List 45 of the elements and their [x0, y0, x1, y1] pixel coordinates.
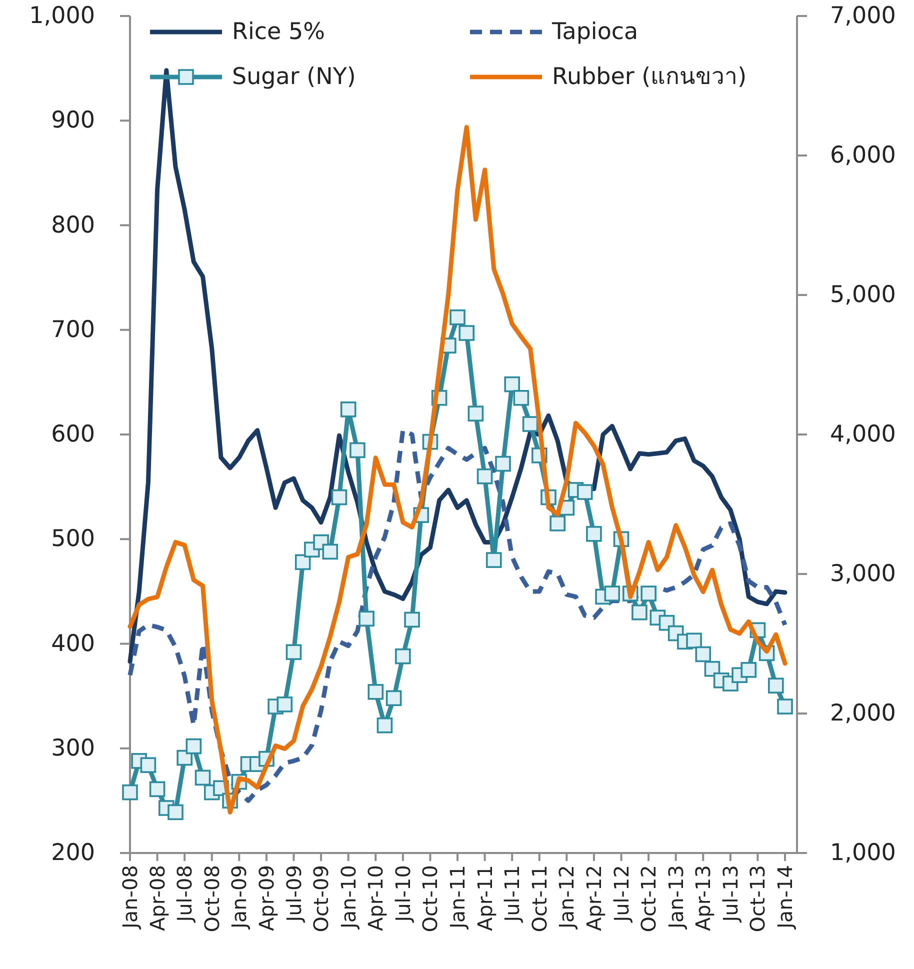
- x-tick-label: Jan-14: [773, 865, 797, 930]
- x-tick-label: Oct-10: [418, 865, 442, 932]
- x-tick-label: Jul-13: [718, 865, 742, 924]
- x-tick-label: Jan-12: [554, 865, 579, 930]
- x-tick-label: Apr-10: [364, 865, 388, 931]
- legend-label: Sugar (NY): [232, 64, 356, 90]
- x-tick-label: Apr-13: [691, 865, 716, 931]
- x-tick-label: Jan-08: [118, 865, 142, 930]
- x-tick-label: Jul-11: [500, 865, 524, 924]
- x-tick-label: Jan-11: [446, 865, 470, 930]
- x-tick-label: Oct-09: [309, 865, 334, 932]
- y-tick-label: 500: [51, 526, 95, 552]
- y-tick-label: 300: [51, 735, 95, 762]
- y-tick-label: 600: [51, 422, 95, 448]
- x-tick-label: Apr-11: [472, 865, 497, 931]
- x-tick-label: Apr-09: [254, 865, 278, 931]
- legend-label: Rice 5%: [232, 19, 325, 45]
- legend-label: Rubber (แกนขวา): [552, 64, 747, 90]
- x-tick-label: Jan-09: [227, 865, 252, 930]
- y-tick-label: 400: [51, 630, 95, 657]
- x-tick-label: Oct-11: [527, 865, 552, 932]
- y2-tick-label: 6,000: [830, 142, 896, 168]
- y-tick-label: 900: [51, 108, 95, 134]
- y2-tick-label: 4,000: [830, 422, 896, 448]
- y-tick-label: 200: [51, 840, 95, 866]
- y2-tick-label: 1,000: [830, 840, 896, 866]
- y-tick-label: 1,000: [29, 3, 95, 29]
- y2-tick-label: 3,000: [830, 561, 896, 587]
- x-tick-label: Jul-10: [390, 865, 415, 924]
- y2-tick-label: 2,000: [830, 700, 896, 726]
- x-tick-label: Jul-12: [609, 865, 634, 924]
- x-tick-label: Oct-13: [746, 865, 770, 932]
- x-tick-label: Jul-08: [172, 865, 197, 924]
- x-tick-label: Jan-13: [664, 865, 688, 930]
- x-tick-label: Oct-12: [636, 865, 661, 932]
- x-tick-label: Apr-08: [145, 865, 170, 931]
- x-tick-label: Oct-08: [200, 865, 224, 932]
- y2-tick-label: 7,000: [830, 3, 896, 29]
- y-tick-label: 800: [51, 212, 95, 238]
- y2-tick-label: 5,000: [830, 282, 896, 308]
- y-tick-label: 700: [51, 316, 95, 343]
- x-tick-label: Jul-09: [282, 865, 306, 924]
- x-tick-label: Jan-10: [336, 865, 360, 930]
- legend-label: Tapioca: [551, 19, 638, 45]
- x-tick-label: Apr-12: [582, 865, 606, 931]
